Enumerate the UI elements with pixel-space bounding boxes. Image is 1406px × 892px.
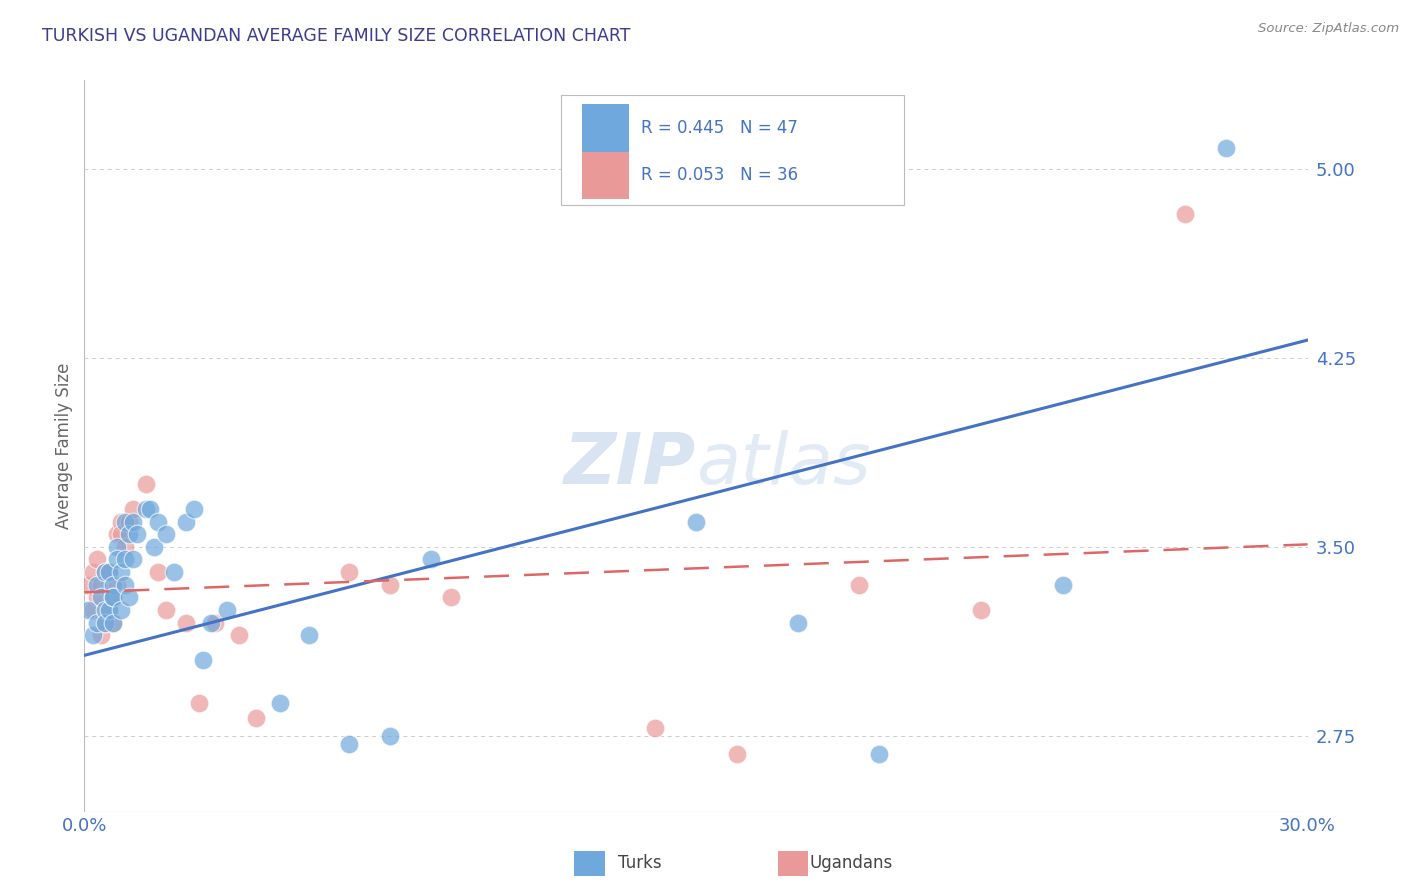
Point: [174, 515, 197, 529]
Point: [142, 540, 165, 554]
Point: [191, 653, 214, 667]
Point: [380, 729, 402, 743]
Point: [114, 515, 136, 529]
Point: [644, 722, 666, 736]
Point: [135, 476, 157, 491]
Point: [77, 578, 100, 592]
Point: [787, 615, 810, 630]
Point: [1215, 141, 1237, 155]
Point: [380, 578, 402, 592]
Point: [183, 502, 205, 516]
Point: [118, 591, 141, 605]
Text: Source: ZipAtlas.com: Source: ZipAtlas.com: [1258, 22, 1399, 36]
Point: [86, 552, 108, 566]
Point: [97, 603, 120, 617]
Point: [1052, 578, 1074, 592]
Point: [105, 552, 128, 566]
Point: [420, 552, 443, 566]
Point: [217, 603, 239, 617]
Point: [685, 515, 707, 529]
Point: [77, 603, 100, 617]
Point: [90, 578, 112, 592]
Point: [135, 502, 157, 516]
Point: [970, 603, 993, 617]
Point: [155, 603, 177, 617]
Point: [105, 527, 128, 541]
Point: [114, 552, 136, 566]
Point: [101, 615, 124, 630]
Point: [90, 628, 112, 642]
Point: [155, 527, 177, 541]
Point: [122, 515, 145, 529]
Y-axis label: Average Family Size: Average Family Size: [55, 363, 73, 529]
Point: [228, 628, 250, 642]
Point: [1174, 207, 1197, 221]
Point: [93, 565, 115, 579]
Point: [86, 578, 108, 592]
Text: R = 0.445   N = 47: R = 0.445 N = 47: [641, 119, 797, 136]
Point: [200, 615, 222, 630]
Point: [93, 615, 115, 630]
Point: [146, 565, 169, 579]
Point: [440, 591, 463, 605]
Point: [86, 591, 108, 605]
Text: Turks: Turks: [617, 855, 662, 872]
Text: Ugandans: Ugandans: [808, 855, 893, 872]
FancyBboxPatch shape: [561, 95, 904, 204]
Bar: [582, 152, 628, 199]
Point: [82, 603, 104, 617]
Point: [101, 578, 124, 592]
Point: [269, 696, 291, 710]
Text: R = 0.053   N = 36: R = 0.053 N = 36: [641, 167, 799, 185]
Point: [82, 628, 104, 642]
Point: [101, 615, 124, 630]
Point: [339, 565, 360, 579]
Point: [174, 615, 197, 630]
Text: atlas: atlas: [696, 430, 870, 499]
Point: [97, 603, 120, 617]
Point: [127, 527, 149, 541]
Point: [86, 615, 108, 630]
Point: [848, 578, 870, 592]
Point: [118, 527, 141, 541]
Point: [122, 502, 145, 516]
Point: [110, 515, 132, 529]
Bar: [582, 104, 628, 152]
Text: ZIP: ZIP: [564, 430, 696, 499]
Point: [114, 540, 136, 554]
Point: [725, 747, 748, 761]
Point: [204, 615, 226, 630]
Point: [105, 540, 128, 554]
Point: [298, 628, 321, 642]
Point: [93, 603, 115, 617]
Point: [82, 565, 104, 579]
Point: [110, 527, 132, 541]
Point: [110, 565, 132, 579]
Point: [114, 578, 136, 592]
Point: [122, 552, 145, 566]
Point: [97, 565, 120, 579]
Point: [93, 615, 115, 630]
Point: [93, 565, 115, 579]
Text: TURKISH VS UGANDAN AVERAGE FAMILY SIZE CORRELATION CHART: TURKISH VS UGANDAN AVERAGE FAMILY SIZE C…: [42, 27, 631, 45]
Point: [138, 502, 160, 516]
Point: [101, 591, 124, 605]
Point: [97, 565, 120, 579]
Point: [339, 737, 360, 751]
Point: [110, 603, 132, 617]
Point: [163, 565, 186, 579]
Point: [146, 515, 169, 529]
Point: [90, 591, 112, 605]
Point: [187, 696, 209, 710]
Point: [118, 515, 141, 529]
Point: [869, 747, 891, 761]
Point: [105, 578, 128, 592]
Point: [101, 591, 124, 605]
Point: [245, 711, 267, 725]
Point: [101, 591, 124, 605]
